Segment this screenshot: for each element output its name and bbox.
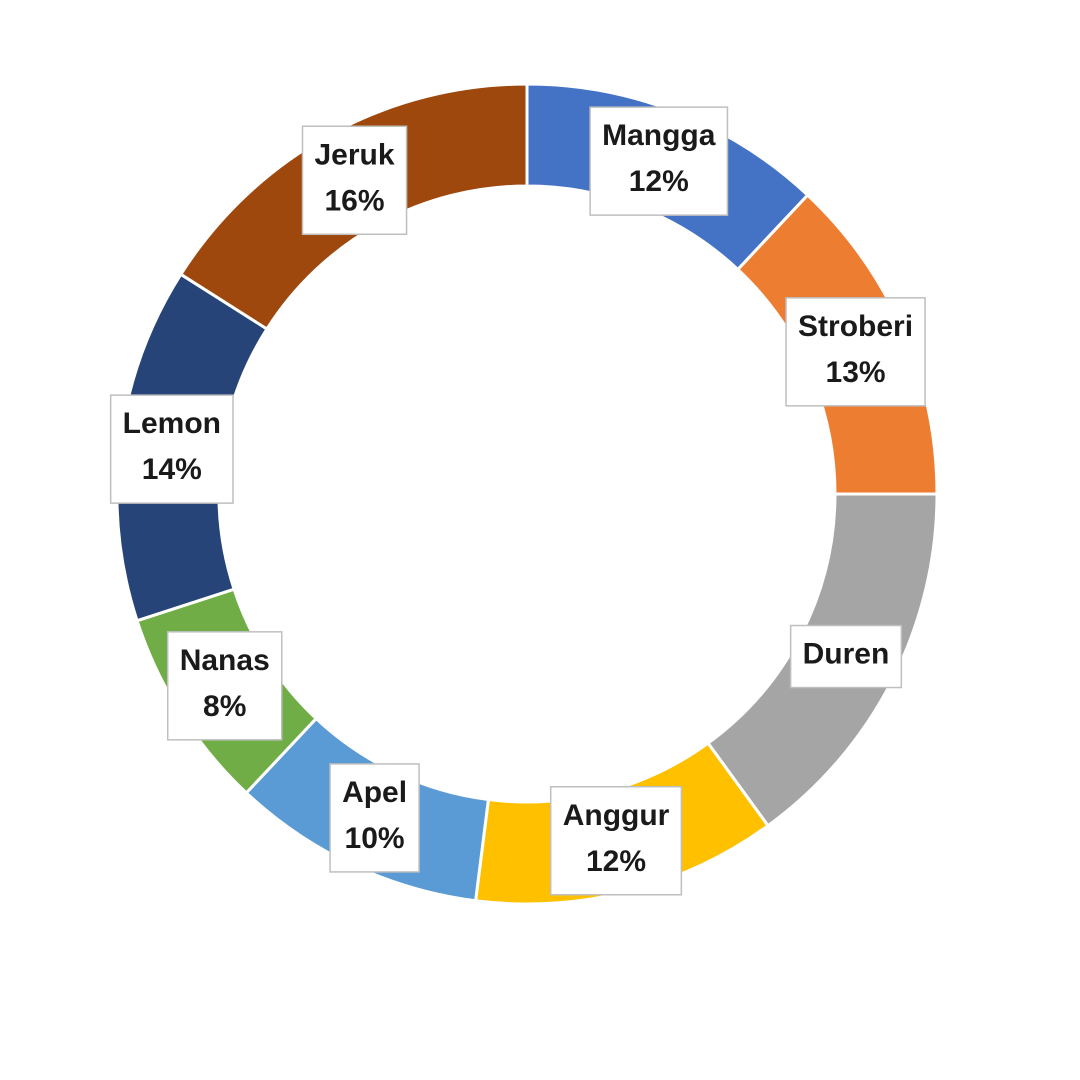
data-label-name: Duren <box>803 638 890 671</box>
data-label-lemon: Lemon 14% <box>109 394 234 504</box>
data-label-value: 12% <box>586 845 646 878</box>
data-label-value: 14% <box>142 453 202 486</box>
data-label-box <box>589 106 729 216</box>
data-label-box <box>109 394 234 504</box>
data-label-jeruk: Jeruk 16% <box>301 125 408 236</box>
data-label-name: Stroberi <box>798 310 913 343</box>
data-label-box <box>166 631 283 741</box>
data-label-name: Anggur <box>563 799 670 832</box>
data-label-duren: Duren <box>789 624 903 689</box>
data-label-box <box>785 297 926 407</box>
data-label-box <box>329 763 420 873</box>
data-label-stroberi: Stroberi 13% <box>785 297 926 407</box>
data-label-mangga: Mangga 12% <box>589 106 729 216</box>
data-label-nanas: Nanas 8% <box>166 631 283 741</box>
data-label-anggur: Anggur 12% <box>549 786 683 896</box>
data-label-name: Mangga <box>602 119 716 152</box>
donut-labels: Mangga 12% Stroberi 13% Duren Anggur 12% Apel 10… <box>109 106 926 896</box>
data-label-name: Jeruk <box>315 138 395 171</box>
data-label-value: 16% <box>325 184 385 217</box>
donut-slices <box>115 82 939 906</box>
data-label-apel: Apel 10% <box>329 763 420 873</box>
data-label-value: 12% <box>629 165 689 198</box>
data-label-name: Lemon <box>123 407 221 440</box>
data-label-value: 10% <box>345 822 405 855</box>
data-label-box <box>301 125 408 236</box>
data-label-box <box>789 624 903 689</box>
data-label-name: Nanas <box>180 644 270 677</box>
data-label-name: Apel <box>342 776 407 809</box>
data-label-value: 8% <box>203 690 246 723</box>
data-label-value: 13% <box>826 356 886 389</box>
data-label-box <box>549 786 683 896</box>
